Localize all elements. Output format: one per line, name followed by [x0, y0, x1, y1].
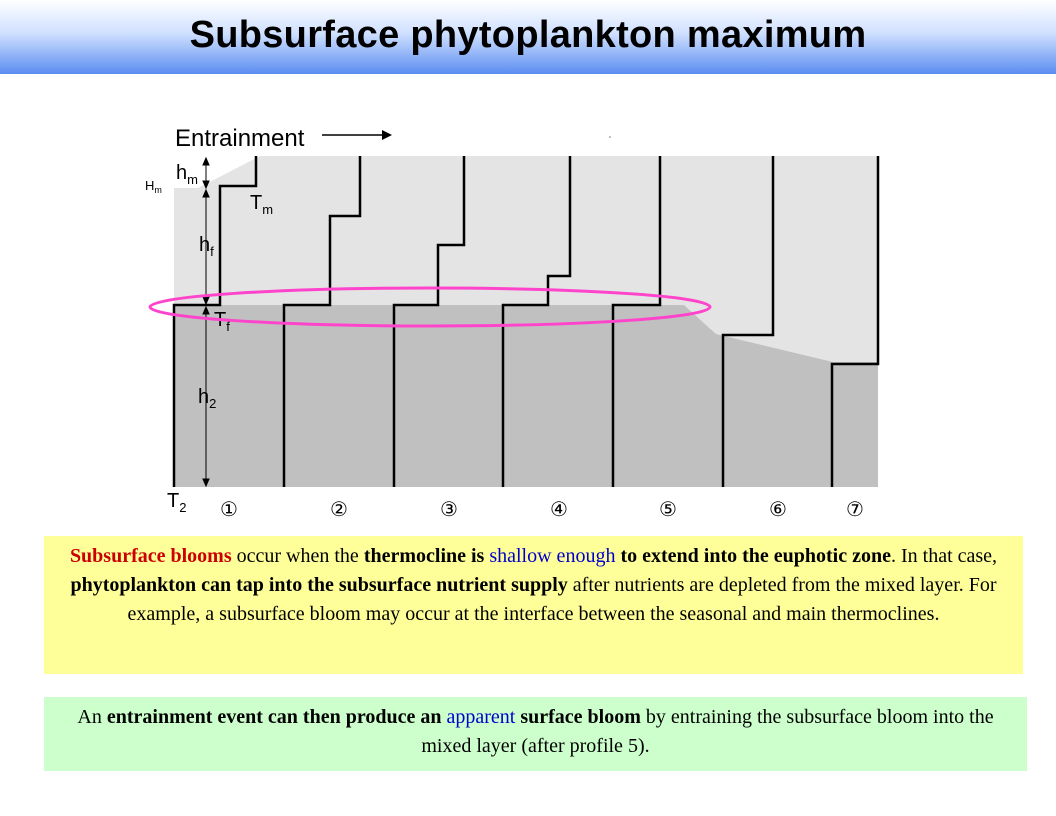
- depth-arrows: [202, 156, 210, 488]
- profile-number-4: ④: [550, 499, 568, 521]
- text-segment: . In that case,: [890, 545, 998, 567]
- profile-number-5: ⑤: [659, 499, 677, 521]
- entrainment-label: Entrainment: [175, 125, 305, 152]
- page-title: Subsurface phytoplankton maximum: [189, 14, 867, 56]
- h2-label: h2: [198, 386, 216, 411]
- Tm-label: Tm: [250, 192, 273, 217]
- profile-number-6: ⑥: [769, 499, 787, 521]
- profile-line-2: [282, 156, 362, 487]
- text-surface-bloom: surface bloom: [515, 706, 641, 728]
- profile-number-7: ⑦: [846, 499, 864, 521]
- text-segment: by entraining the subsurface bloom into …: [421, 706, 994, 757]
- profile-number-1: ①: [220, 499, 238, 521]
- small-dot: [609, 136, 611, 138]
- text-thermocline: thermocline is: [363, 545, 490, 567]
- T2-label: T2: [167, 490, 186, 515]
- entrainment-diagram: Entrainment Hm hm Tm hf Tf h2 T2 ① ② ③ ④…: [145, 125, 880, 521]
- profile-line-7: [830, 156, 880, 487]
- text-segment: An: [77, 706, 107, 728]
- profile-number-3: ③: [440, 499, 458, 521]
- hf-label: hf: [199, 234, 214, 259]
- explanation-box-1: Subsurface blooms occur when the thermoc…: [44, 536, 1023, 674]
- profile-line-6: [721, 156, 775, 487]
- text-subsurface-blooms: Subsurface blooms: [69, 545, 232, 567]
- text-shallow-enough: shallow enough: [489, 545, 616, 567]
- entrainment-arrow: [322, 130, 392, 140]
- text-entrainment-event: entrainment event can then produce an: [106, 706, 447, 728]
- profile-line-1: [172, 156, 258, 487]
- text-apparent: apparent: [446, 706, 516, 728]
- profile-line-3: [392, 156, 466, 487]
- hm-label: hm: [176, 162, 198, 187]
- highlight-ellipse: [148, 286, 712, 328]
- explanation-box-2: An entrainment event can then produce an…: [44, 697, 1027, 771]
- text-segment: after nutrients are depleted from the mi…: [127, 574, 997, 625]
- Hm-label: Hm: [145, 178, 162, 195]
- text-segment: occur when the: [231, 545, 364, 567]
- profile-line-5: [611, 156, 662, 487]
- title-bar: [0, 0, 1056, 74]
- profile-number-2: ②: [330, 499, 348, 521]
- text-euphotic: to extend into the euphotic zone: [615, 545, 891, 567]
- text-nutrient-supply: phytoplankton can tap into the subsurfac…: [70, 574, 568, 596]
- dark-layer: [174, 305, 878, 487]
